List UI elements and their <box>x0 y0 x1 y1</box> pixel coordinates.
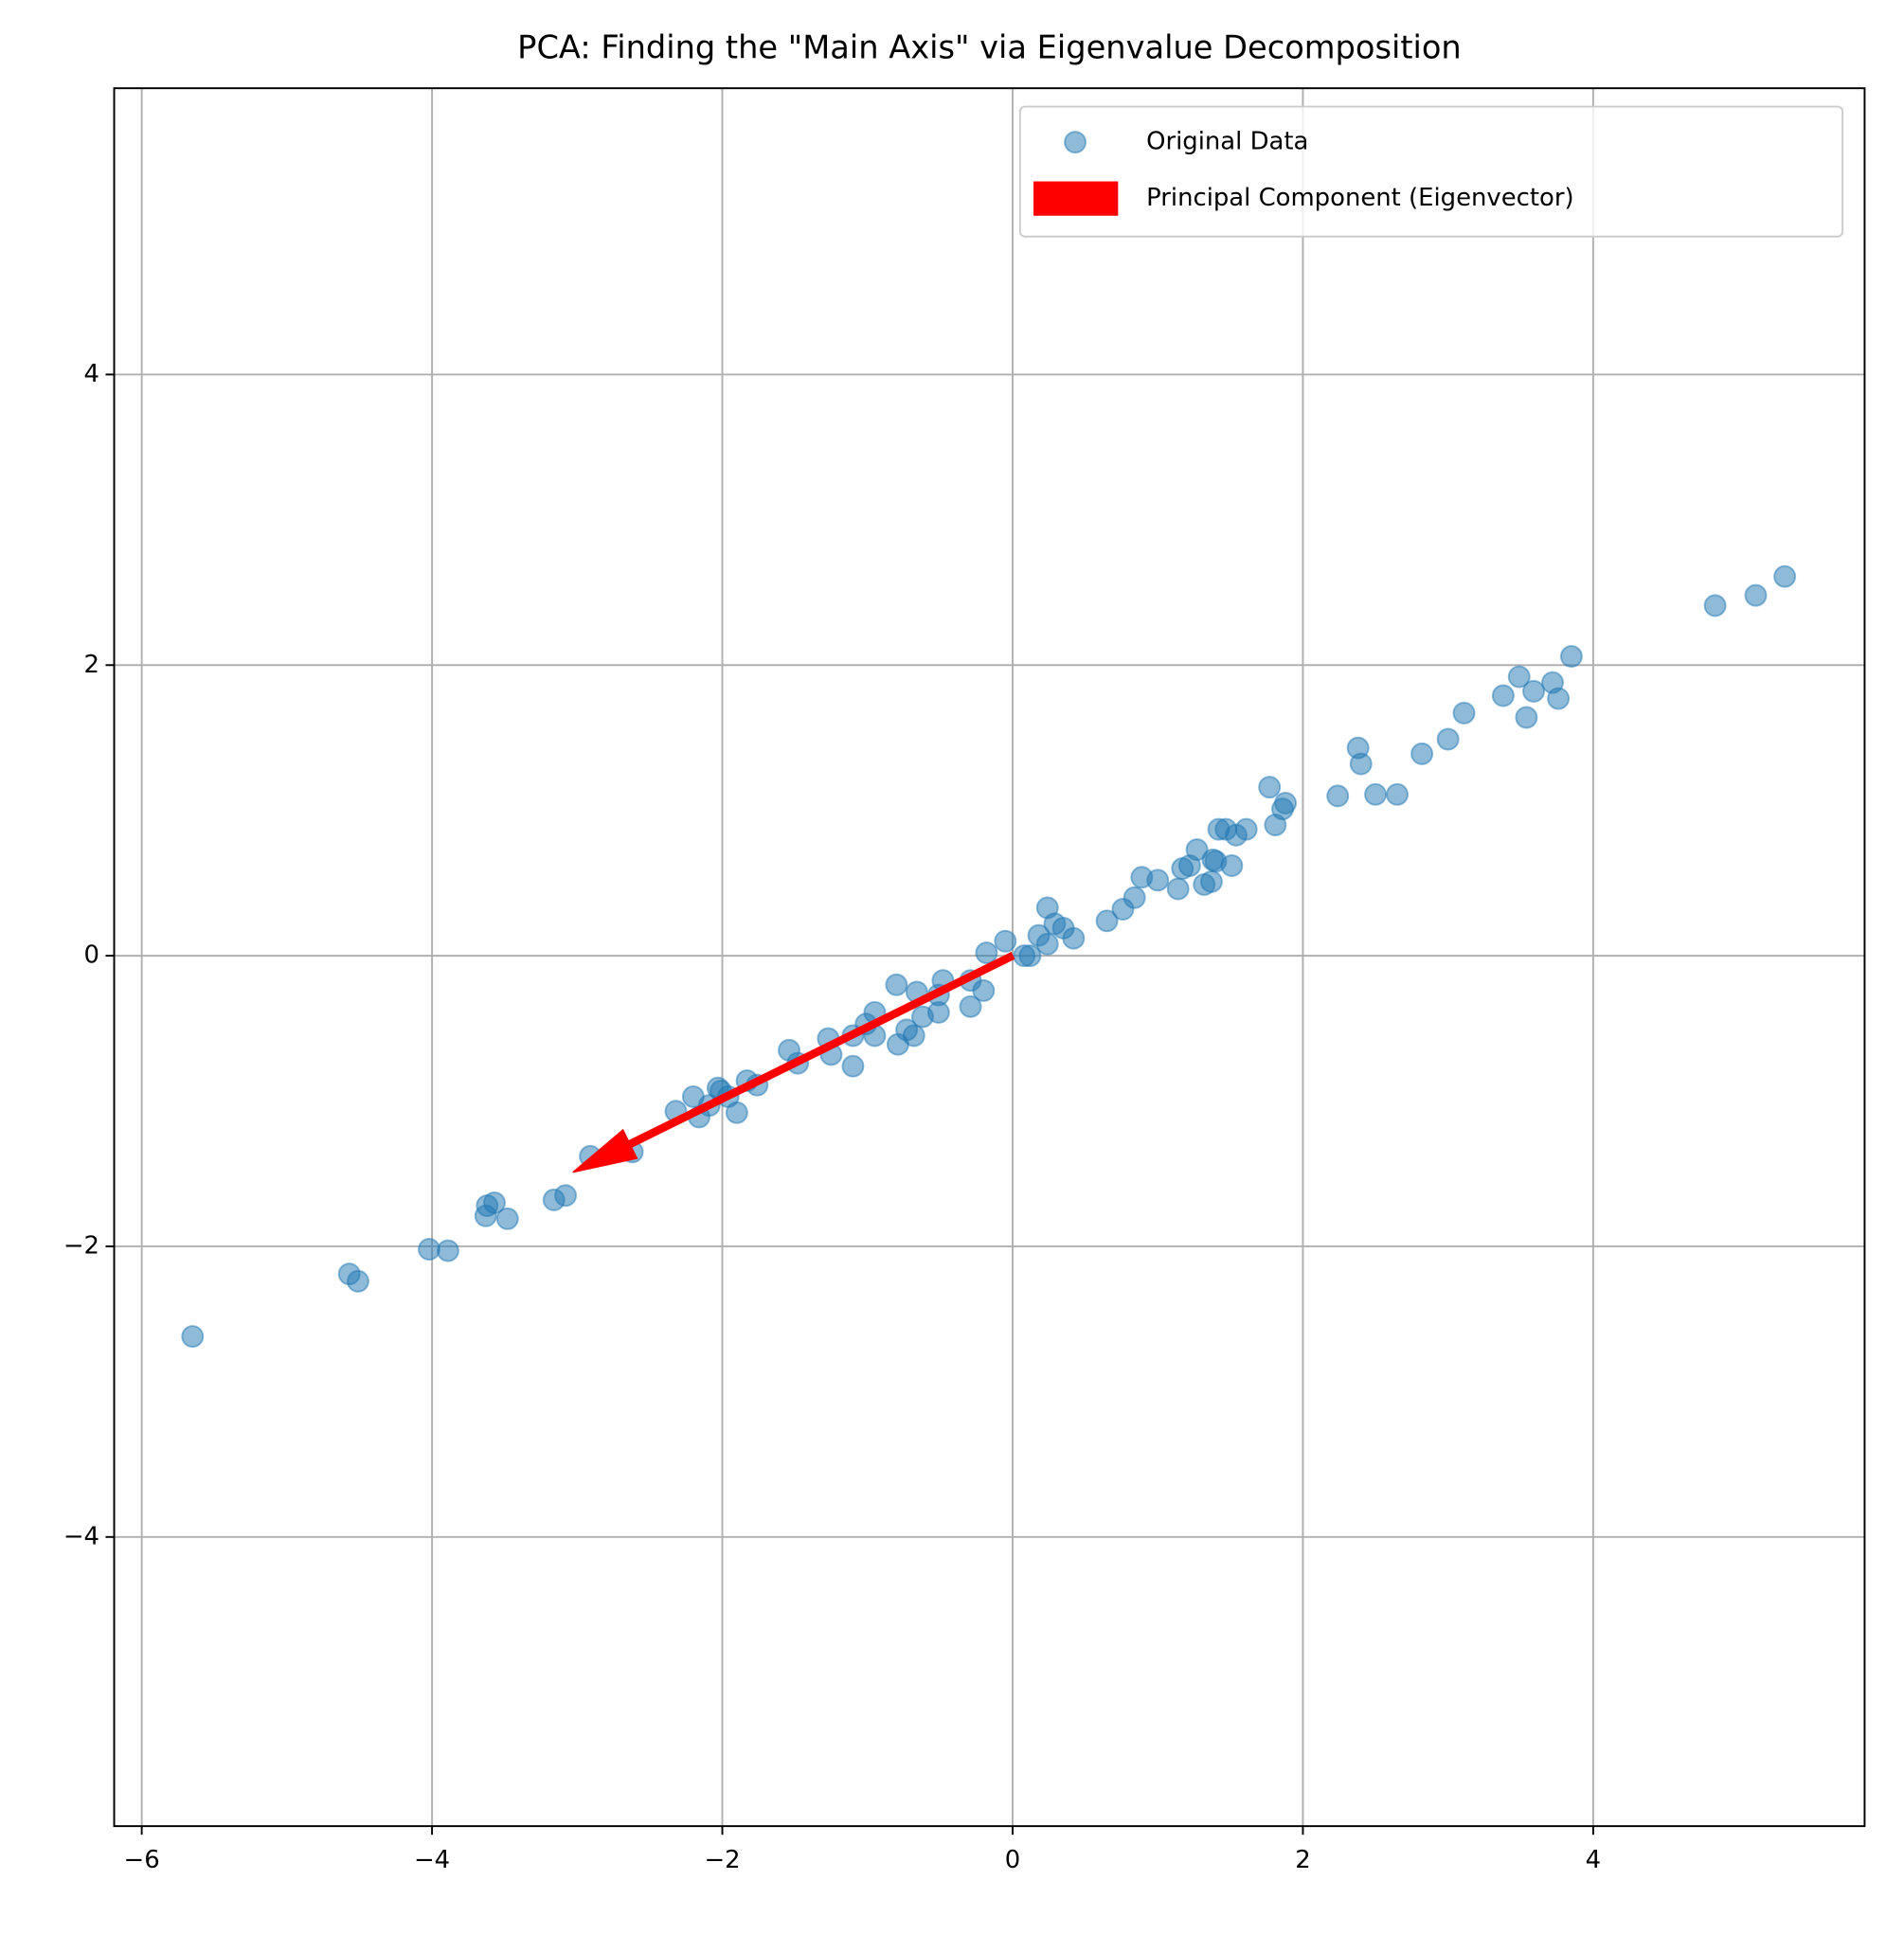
x-tick-label: 0 <box>1005 1846 1020 1874</box>
data-point <box>1559 645 1583 669</box>
data-point <box>1349 752 1373 776</box>
y-tick-label: 4 <box>84 360 99 388</box>
data-point <box>1515 706 1538 729</box>
data-point <box>1018 944 1042 968</box>
data-point <box>1507 665 1531 689</box>
data-point <box>902 1024 925 1048</box>
data-point <box>1364 782 1388 806</box>
data-point <box>841 1054 865 1078</box>
y-tick-label: −4 <box>63 1522 99 1550</box>
data-point <box>1547 687 1571 710</box>
x-tick-label: 2 <box>1295 1846 1310 1874</box>
data-point <box>418 1238 440 1262</box>
data-point <box>1491 684 1515 707</box>
data-point <box>959 994 982 1018</box>
legend: Original Data Principal Component (Eigenv… <box>1018 105 1844 238</box>
legend-marker <box>1033 181 1119 216</box>
x-tick-label: −4 <box>414 1846 450 1874</box>
data-point <box>1095 909 1119 933</box>
x-tick-label: 4 <box>1586 1846 1601 1874</box>
data-point <box>1146 869 1170 892</box>
data-point <box>1410 742 1434 765</box>
data-point <box>885 973 908 996</box>
data-point <box>975 941 998 965</box>
data-point <box>1452 701 1476 725</box>
data-point <box>1326 784 1350 808</box>
data-point <box>1744 583 1768 607</box>
y-tick-label: −2 <box>63 1231 99 1260</box>
data-point <box>1199 869 1223 893</box>
data-point <box>1522 679 1546 703</box>
data-point <box>1234 817 1258 841</box>
data-point <box>1773 564 1797 588</box>
data-point <box>1035 932 1059 956</box>
data-point <box>181 1325 205 1349</box>
data-point <box>1220 854 1244 877</box>
data-point <box>1274 792 1298 815</box>
data-point <box>554 1184 578 1208</box>
data-point <box>1258 776 1282 799</box>
y-tick-label: 2 <box>84 651 99 679</box>
data-point <box>1436 727 1460 751</box>
data-point <box>1703 594 1727 618</box>
data-point <box>1062 926 1086 950</box>
legend-box <box>1018 105 1844 238</box>
x-tick-label: −6 <box>124 1846 160 1874</box>
data-point <box>483 1191 506 1214</box>
legend-label: Original Data <box>1146 128 1308 156</box>
legend-label: Principal Component (Eigenvector) <box>1146 184 1573 212</box>
data-point <box>1123 886 1146 909</box>
data-point <box>972 978 996 1002</box>
data-point <box>436 1239 459 1262</box>
data-point <box>725 1101 748 1124</box>
principal-arrow <box>572 951 1015 1173</box>
data-point <box>1185 838 1209 862</box>
data-point <box>495 1207 519 1230</box>
plot-frame <box>113 87 1866 1828</box>
y-tick-label: 0 <box>84 941 99 970</box>
data-point <box>1166 877 1190 901</box>
chart-title: PCA: Finding the "Main Axis" via Eigenva… <box>517 28 1462 65</box>
legend-marker <box>1064 131 1087 154</box>
data-point <box>994 929 1017 953</box>
data-point <box>1386 782 1410 806</box>
data-point <box>346 1269 369 1293</box>
x-tick-label: −2 <box>704 1846 740 1874</box>
